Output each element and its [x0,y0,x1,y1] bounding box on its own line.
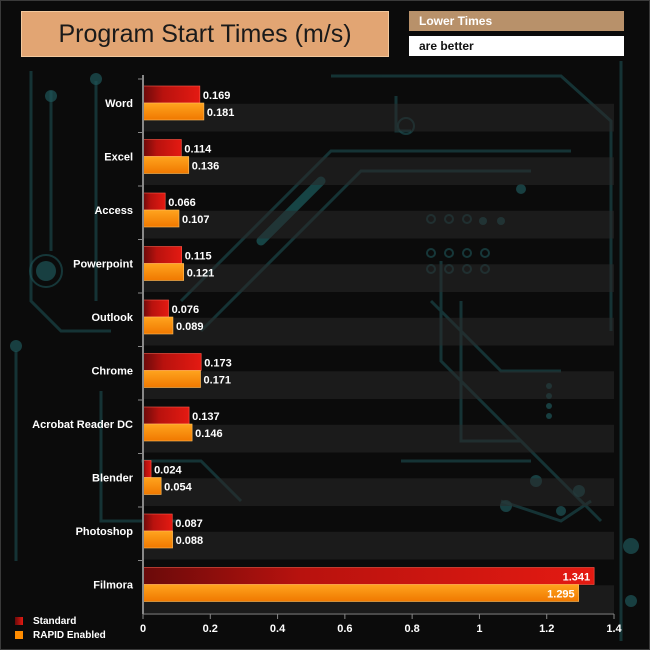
legend-swatch-standard [15,617,23,625]
bar-standard [142,567,595,585]
bar-rapid [142,263,185,281]
legend-label-rapid: RAPID Enabled [33,629,106,641]
value-label-standard: 0.115 [185,251,212,263]
bar-rapid [142,423,193,442]
value-label-standard: 0.173 [204,358,232,370]
x-tick-label: 0.2 [203,623,218,635]
bar-standard [142,513,173,532]
x-tick-label: 1.4 [606,623,622,635]
bar-rapid [142,209,180,228]
value-label-rapid: 0.181 [207,107,235,119]
bar-rapid [142,584,579,602]
x-tick-label: 1.2 [539,623,554,635]
bar-standard [142,246,182,264]
x-tick-label: 0.8 [404,623,419,635]
row-band [143,531,614,560]
bar-rapid [142,477,162,495]
bar-standard [142,139,182,157]
x-tick-label: 0.6 [337,623,352,635]
x-tick-label: 0.4 [270,623,286,635]
row-band [143,157,614,185]
bar-standard [142,460,152,478]
x-tick-label: 0 [140,623,146,635]
category-label: Chrome [91,366,133,378]
note-are-better: are better [409,36,624,56]
bar-standard [142,192,166,211]
category-label: Photoshop [76,526,134,538]
legend: Standard RAPID Enabled [15,614,106,642]
category-label: Blender [92,473,134,485]
bar-rapid [142,316,174,335]
value-label-rapid: 0.121 [187,268,215,280]
value-label-rapid: 0.171 [204,375,232,387]
row-band [143,371,614,399]
value-label-rapid: 0.088 [176,535,204,547]
value-label-standard: 0.087 [175,518,203,530]
note-lower-times: Lower Times [409,11,624,31]
bar-standard [142,299,169,318]
chart-title: Program Start Times (m/s) [21,11,389,57]
value-label-rapid: 0.136 [192,161,220,173]
category-label: Outlook [91,312,133,324]
category-label: Filmora [93,580,134,592]
value-label-standard: 0.066 [168,197,196,209]
bar-standard [142,85,201,104]
category-label: Access [94,205,133,217]
row-band [143,103,614,132]
category-label: Acrobat Reader DC [32,419,133,431]
category-label: Powerpoint [73,259,133,271]
category-label: Word [105,98,133,110]
legend-swatch-rapid [15,631,23,639]
row-band [143,424,614,453]
bar-rapid [142,370,201,388]
value-label-rapid: 0.054 [164,482,192,494]
legend-label-standard: Standard [33,615,77,627]
row-band [143,317,614,346]
value-label-rapid: 0.089 [176,321,204,333]
x-tick-label: 1 [476,623,482,635]
legend-item-rapid: RAPID Enabled [15,628,106,642]
bar-rapid [142,530,173,549]
value-label-standard: 0.169 [203,90,231,102]
value-label-rapid: 0.107 [182,214,210,226]
value-label-standard: 0.076 [172,304,200,316]
bar-rapid [142,102,205,121]
value-label-standard: 0.114 [184,144,212,156]
row-band [143,210,614,239]
bar-standard [142,353,202,371]
value-label-standard: 0.137 [192,411,220,423]
row-band [143,264,614,292]
row-band [143,478,614,506]
value-label-standard: 0.024 [154,465,182,477]
legend-item-standard: Standard [15,614,106,628]
bar-rapid [142,156,190,174]
category-label: Excel [104,152,133,164]
value-label-rapid: 1.295 [547,589,575,601]
value-label-rapid: 0.146 [195,428,223,440]
value-label-standard: 1.341 [563,572,591,584]
bar-standard [142,406,190,425]
